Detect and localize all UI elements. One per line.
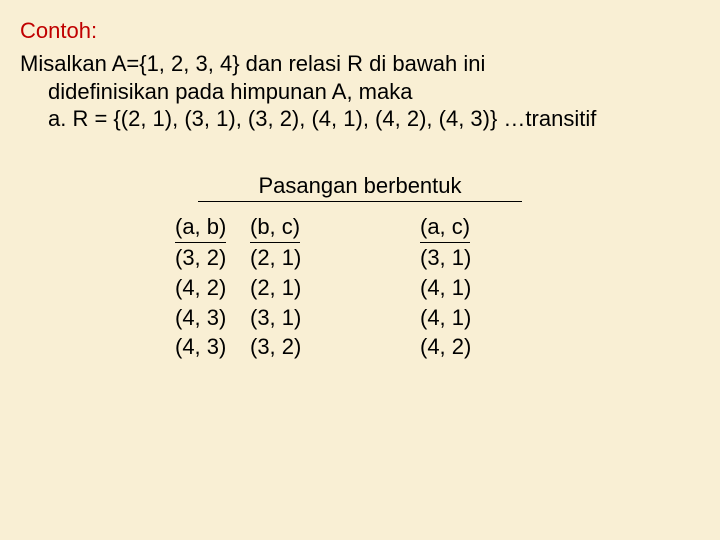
body-paragraph: Misalkan A={1, 2, 3, 4} dan relasi R di …: [20, 50, 700, 133]
table-header-row: (a, b) (b, c) (a, c): [175, 212, 700, 244]
header-ac: (a, c): [420, 212, 495, 244]
subtitle-text: Pasangan berbentuk: [198, 173, 521, 202]
header-ab: (a, b): [175, 212, 250, 244]
cell-ac: (4, 1): [420, 303, 495, 333]
slide-content: Contoh: Misalkan A={1, 2, 3, 4} dan rela…: [0, 0, 720, 540]
line-1: Misalkan A={1, 2, 3, 4} dan relasi R di …: [20, 50, 700, 78]
cell-ac: (4, 1): [420, 273, 495, 303]
cell-ac: (3, 1): [420, 243, 495, 273]
cell-ab: (4, 3): [175, 332, 250, 362]
cell-bc: (2, 1): [250, 243, 420, 273]
example-heading: Contoh:: [20, 18, 700, 44]
cell-ac: (4, 2): [420, 332, 495, 362]
line-2: didefinisikan pada himpunan A, maka: [20, 78, 700, 106]
table-subtitle: Pasangan berbentuk: [20, 173, 700, 202]
cell-bc: (2, 1): [250, 273, 420, 303]
line-3: a. R = {(2, 1), (3, 1), (3, 2), (4, 1), …: [20, 105, 700, 133]
pairs-table: (a, b) (b, c) (a, c) (3, 2) (2, 1) (3, 1…: [175, 212, 700, 362]
cell-ab: (3, 2): [175, 243, 250, 273]
table-row: (4, 2) (2, 1) (4, 1): [175, 273, 700, 303]
table-row: (4, 3) (3, 1) (4, 1): [175, 303, 700, 333]
table-row: (4, 3) (3, 2) (4, 2): [175, 332, 700, 362]
header-bc: (b, c): [250, 212, 420, 244]
cell-bc: (3, 2): [250, 332, 420, 362]
table-row: (3, 2) (2, 1) (3, 1): [175, 243, 700, 273]
cell-bc: (3, 1): [250, 303, 420, 333]
cell-ab: (4, 2): [175, 273, 250, 303]
cell-ab: (4, 3): [175, 303, 250, 333]
